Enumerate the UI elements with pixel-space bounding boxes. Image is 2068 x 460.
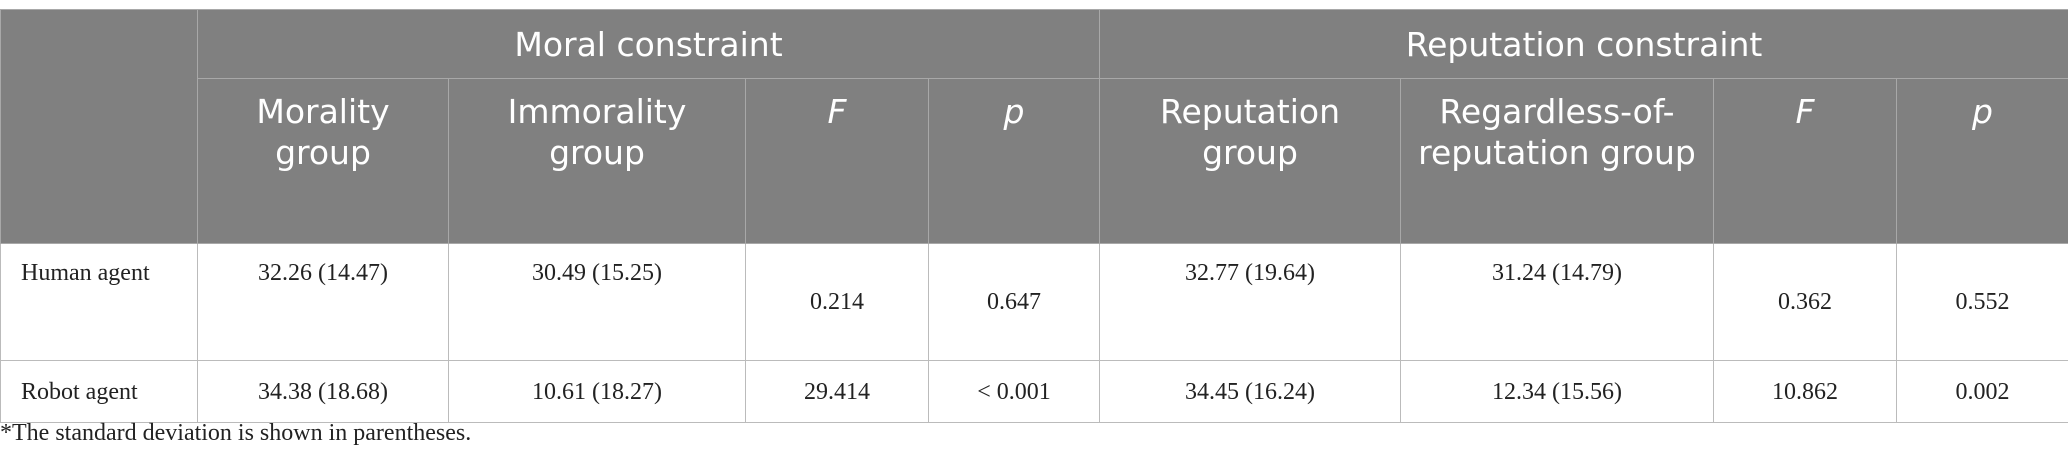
group-header: Reputation constraint bbox=[1098, 9, 2068, 79]
column-header: p bbox=[928, 78, 1100, 244]
column-header: Regardless-of-reputation group bbox=[1400, 78, 1714, 244]
header-row: Moral constraint Reputation constraint bbox=[0, 9, 2068, 244]
table-row: Human agent 32.26 (14.47) 30.49 (15.25) 0.2… bbox=[0, 243, 2068, 361]
column-header: Reputation group bbox=[1099, 78, 1401, 244]
results-table: Moral constraint Reputation constraint Mor… bbox=[0, 9, 2068, 423]
cell: 32.26 (14.47) bbox=[197, 243, 449, 361]
cell: 10.61 (18.27) bbox=[448, 360, 746, 423]
column-header: Immorality group bbox=[448, 78, 746, 244]
cell: 0.214 bbox=[745, 243, 929, 361]
cell: 29.414 bbox=[745, 360, 929, 423]
cell: < 0.001 bbox=[928, 360, 1100, 423]
cell: 34.38 (18.68) bbox=[197, 360, 449, 423]
cell: 30.49 (15.25) bbox=[448, 243, 746, 361]
footnote: *The standard deviation is shown in pare… bbox=[0, 420, 472, 446]
cell: 0.002 bbox=[1895, 360, 2068, 423]
cell: 0.647 bbox=[928, 243, 1100, 361]
cell: 34.45 (16.24) bbox=[1099, 360, 1401, 423]
cell: 10.862 bbox=[1713, 360, 1897, 423]
corner-cell bbox=[0, 9, 198, 244]
cell: 31.24 (14.79) bbox=[1400, 243, 1714, 361]
row-label: Human agent bbox=[0, 243, 198, 361]
cell: 0.552 bbox=[1895, 243, 2068, 361]
group-header: Moral constraint bbox=[197, 9, 1100, 79]
cell: 0.362 bbox=[1713, 243, 1897, 361]
cell: 32.77 (19.64) bbox=[1099, 243, 1401, 361]
column-header: F bbox=[1713, 78, 1897, 244]
row-label: Robot agent bbox=[0, 360, 198, 423]
table-row: Robot agent 34.38 (18.68) 10.61 (18.27) 29.… bbox=[0, 360, 2068, 423]
column-header: Morality group bbox=[197, 78, 449, 244]
column-header: p bbox=[1895, 78, 2068, 244]
cell: 12.34 (15.56) bbox=[1400, 360, 1714, 423]
column-header: F bbox=[745, 78, 929, 244]
